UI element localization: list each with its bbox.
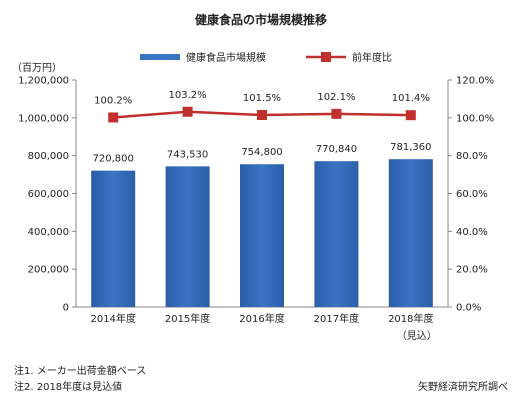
line-marker: [405, 110, 416, 121]
bar-value-label: 781,360: [390, 142, 431, 153]
legend: 健康食品市場規模 前年度比: [140, 51, 392, 64]
y-tick-label-right: 100.0%: [456, 113, 494, 124]
y-tick-label-right: 60.0%: [456, 189, 488, 200]
legend-label-line: 前年度比: [352, 51, 392, 64]
bar-value-label: 720,800: [93, 154, 134, 165]
legend-marker-line: [321, 52, 331, 62]
x-tick-label: 2014年度: [90, 312, 135, 325]
footnote-2: 注2. 2018年度は見込値: [14, 382, 123, 393]
line-marker: [108, 112, 119, 123]
x-tick-label: 2016年度: [239, 312, 284, 325]
bar-value-label: 770,840: [316, 144, 357, 155]
line-marker: [182, 106, 193, 117]
line-marker: [331, 108, 342, 119]
y-tick-label-right: 80.0%: [456, 151, 488, 162]
legend-label-bar: 健康食品市場規模: [186, 51, 266, 64]
bar-value-label: 754,800: [241, 147, 282, 158]
y-tick-label-right: 120.0%: [456, 76, 494, 87]
line-value-label: 100.2%: [94, 95, 132, 106]
bar: [240, 164, 284, 307]
y-axis-unit-label: （百万円）: [12, 62, 62, 74]
line-value-label: 102.1%: [317, 92, 355, 103]
bar-series: 720,800 743,530 754,800 770,840 781,360: [91, 142, 433, 307]
bar: [388, 159, 433, 307]
legend-swatch-bar: [140, 54, 180, 60]
bar-value-label: 743,530: [167, 149, 208, 160]
y-tick-label-left: 800,000: [28, 151, 69, 162]
chart-title: 健康食品の市場規模推移: [195, 12, 327, 27]
y-tick-label-right: 0.0%: [456, 303, 481, 314]
line-value-label: 101.4%: [392, 93, 430, 104]
y-tick-label-left: 600,000: [28, 189, 69, 200]
y-tick-label-left: 0: [63, 303, 69, 314]
line-value-label: 101.5%: [243, 93, 281, 104]
source-note: 矢野経済研究所調べ: [418, 382, 508, 393]
x-tick-label: 2018年度: [388, 312, 433, 325]
x-tick-label: 2017年度: [314, 312, 359, 325]
bar: [165, 166, 210, 307]
y-tick-label-left: 1,200,000: [18, 76, 69, 87]
x-tick-label: 2015年度: [165, 312, 210, 325]
line-marker: [257, 109, 267, 120]
line-series: 100.2% 103.2% 101.5% 102.1% 101.4%: [94, 90, 430, 123]
footnote-1: 注1. メーカー出荷金額ベース: [14, 366, 147, 377]
line-value-label: 103.2%: [169, 90, 207, 101]
y-tick-label-right: 40.0%: [456, 227, 488, 238]
y-tick-label-right: 20.0%: [456, 265, 488, 276]
y-tick-label-left: 200,000: [28, 265, 69, 276]
bar: [314, 161, 359, 307]
x-tick-sublabel: （見込）: [397, 330, 437, 342]
y-tick-label-left: 400,000: [28, 227, 69, 238]
tick-labels: 0 200,000 400,000 600,000 800,000 1,000,000 1,…: [18, 76, 494, 343]
bar: [91, 170, 136, 307]
y-tick-label-left: 1,000,000: [18, 113, 69, 124]
